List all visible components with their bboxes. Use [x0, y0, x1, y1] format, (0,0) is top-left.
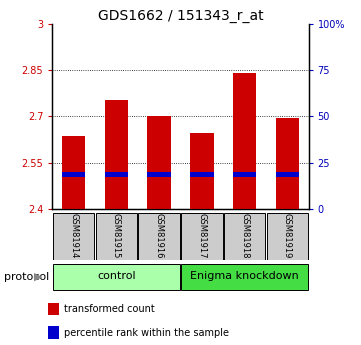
FancyBboxPatch shape [181, 264, 308, 290]
Text: transformed count: transformed count [64, 304, 155, 314]
Bar [105, 172, 128, 177]
Bar [48, 303, 58, 315]
FancyBboxPatch shape [224, 213, 265, 259]
Text: control: control [97, 271, 136, 281]
Text: GSM81915: GSM81915 [112, 213, 121, 258]
FancyBboxPatch shape [53, 264, 180, 290]
Bar [275, 172, 299, 177]
FancyBboxPatch shape [53, 213, 95, 259]
Text: GSM81914: GSM81914 [69, 213, 78, 258]
FancyBboxPatch shape [181, 213, 223, 259]
FancyBboxPatch shape [138, 213, 180, 259]
Text: Enigma knockdown: Enigma knockdown [190, 271, 299, 281]
Text: GSM81917: GSM81917 [197, 213, 206, 258]
Bar [62, 136, 86, 209]
FancyBboxPatch shape [266, 213, 308, 259]
Text: ▶: ▶ [34, 272, 42, 282]
Bar [190, 134, 214, 209]
Bar [105, 99, 128, 209]
Bar [190, 172, 214, 177]
Text: GSM81916: GSM81916 [155, 213, 164, 258]
Text: GSM81918: GSM81918 [240, 213, 249, 258]
Bar [233, 172, 256, 177]
Text: GSM81919: GSM81919 [283, 213, 292, 258]
Text: GDS1662 / 151343_r_at: GDS1662 / 151343_r_at [98, 9, 263, 23]
Bar [233, 73, 256, 209]
Bar [62, 172, 86, 177]
Bar [147, 116, 171, 209]
Text: protocol: protocol [4, 272, 49, 282]
Bar [48, 326, 58, 339]
FancyBboxPatch shape [96, 213, 137, 259]
Bar [147, 172, 171, 177]
Bar [275, 118, 299, 209]
Text: percentile rank within the sample: percentile rank within the sample [64, 327, 229, 337]
